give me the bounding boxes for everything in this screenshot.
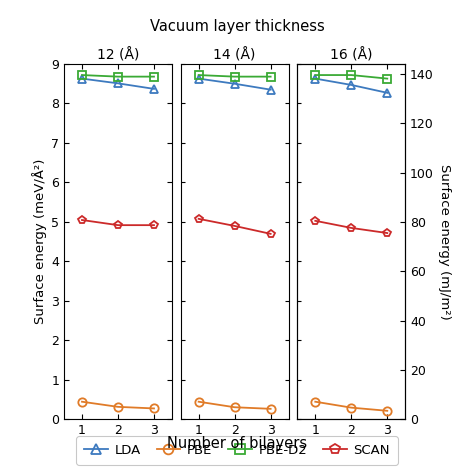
Y-axis label: Surface energy (meV/Å²): Surface energy (meV/Å²) [32, 159, 47, 324]
Text: Vacuum layer thickness: Vacuum layer thickness [150, 18, 324, 34]
Title: 16 (Å): 16 (Å) [330, 48, 373, 63]
Title: 12 (Å): 12 (Å) [97, 48, 139, 63]
Title: 14 (Å): 14 (Å) [213, 48, 256, 63]
Y-axis label: Surface energy (mJ/m²): Surface energy (mJ/m²) [438, 164, 451, 319]
Legend: LDA, PBE, PBE-D2, SCAN: LDA, PBE, PBE-D2, SCAN [76, 436, 398, 465]
Text: Number of bilayers: Number of bilayers [167, 436, 307, 451]
